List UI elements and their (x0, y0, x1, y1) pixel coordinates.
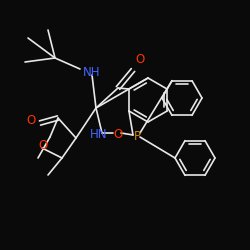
Text: O: O (39, 139, 48, 152)
Text: O: O (135, 53, 144, 66)
Text: NH: NH (83, 66, 100, 80)
Text: O: O (27, 114, 36, 128)
Text: O: O (113, 128, 122, 140)
Text: P: P (134, 130, 141, 142)
Text: HN: HN (90, 128, 108, 140)
